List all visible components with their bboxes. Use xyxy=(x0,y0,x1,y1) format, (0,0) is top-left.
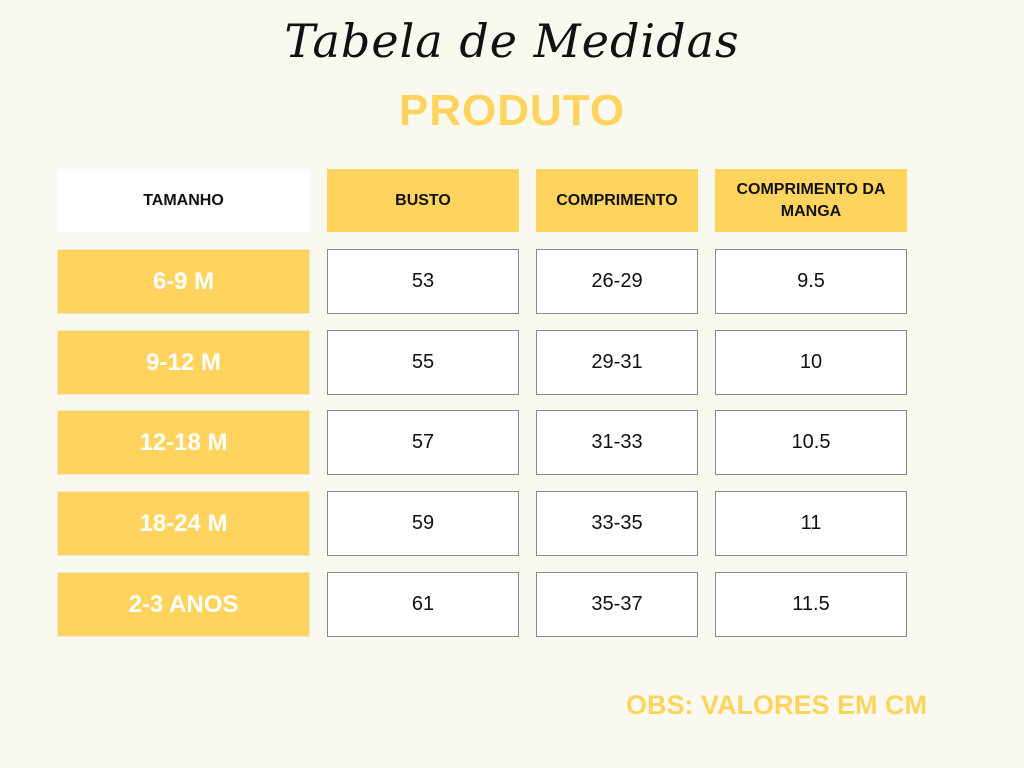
manga-cell: 11.5 xyxy=(715,572,907,637)
header-comprimento-manga: COMPRIMENTO DA MANGA xyxy=(715,169,907,232)
page-title: Tabela de Medidas xyxy=(284,14,740,68)
busto-cell: 53 xyxy=(327,249,519,314)
size-cell: 12-18 M xyxy=(57,410,310,475)
measurement-note: OBS: VALORES EM CM xyxy=(626,690,928,720)
header-tamanho: TAMANHO xyxy=(57,169,310,232)
manga-cell: 11 xyxy=(715,491,907,556)
manga-cell: 9.5 xyxy=(715,249,907,314)
comprimento-cell: 29-31 xyxy=(536,330,698,395)
header-comprimento: COMPRIMENTO xyxy=(536,169,698,232)
busto-cell: 55 xyxy=(327,330,519,395)
size-cell: 6-9 M xyxy=(57,249,310,314)
manga-cell: 10.5 xyxy=(715,410,907,475)
comprimento-cell: 35-37 xyxy=(536,572,698,637)
busto-cell: 57 xyxy=(327,410,519,475)
header-busto: BUSTO xyxy=(327,169,519,232)
size-cell: 2-3 ANOS xyxy=(57,572,310,637)
comprimento-cell: 31-33 xyxy=(536,410,698,475)
manga-cell: 10 xyxy=(715,330,907,395)
busto-cell: 59 xyxy=(327,491,519,556)
page-subtitle: PRODUTO xyxy=(398,86,626,135)
busto-cell: 61 xyxy=(327,572,519,637)
size-cell: 18-24 M xyxy=(57,491,310,556)
size-cell: 9-12 M xyxy=(57,330,310,395)
comprimento-cell: 26-29 xyxy=(536,249,698,314)
comprimento-cell: 33-35 xyxy=(536,491,698,556)
